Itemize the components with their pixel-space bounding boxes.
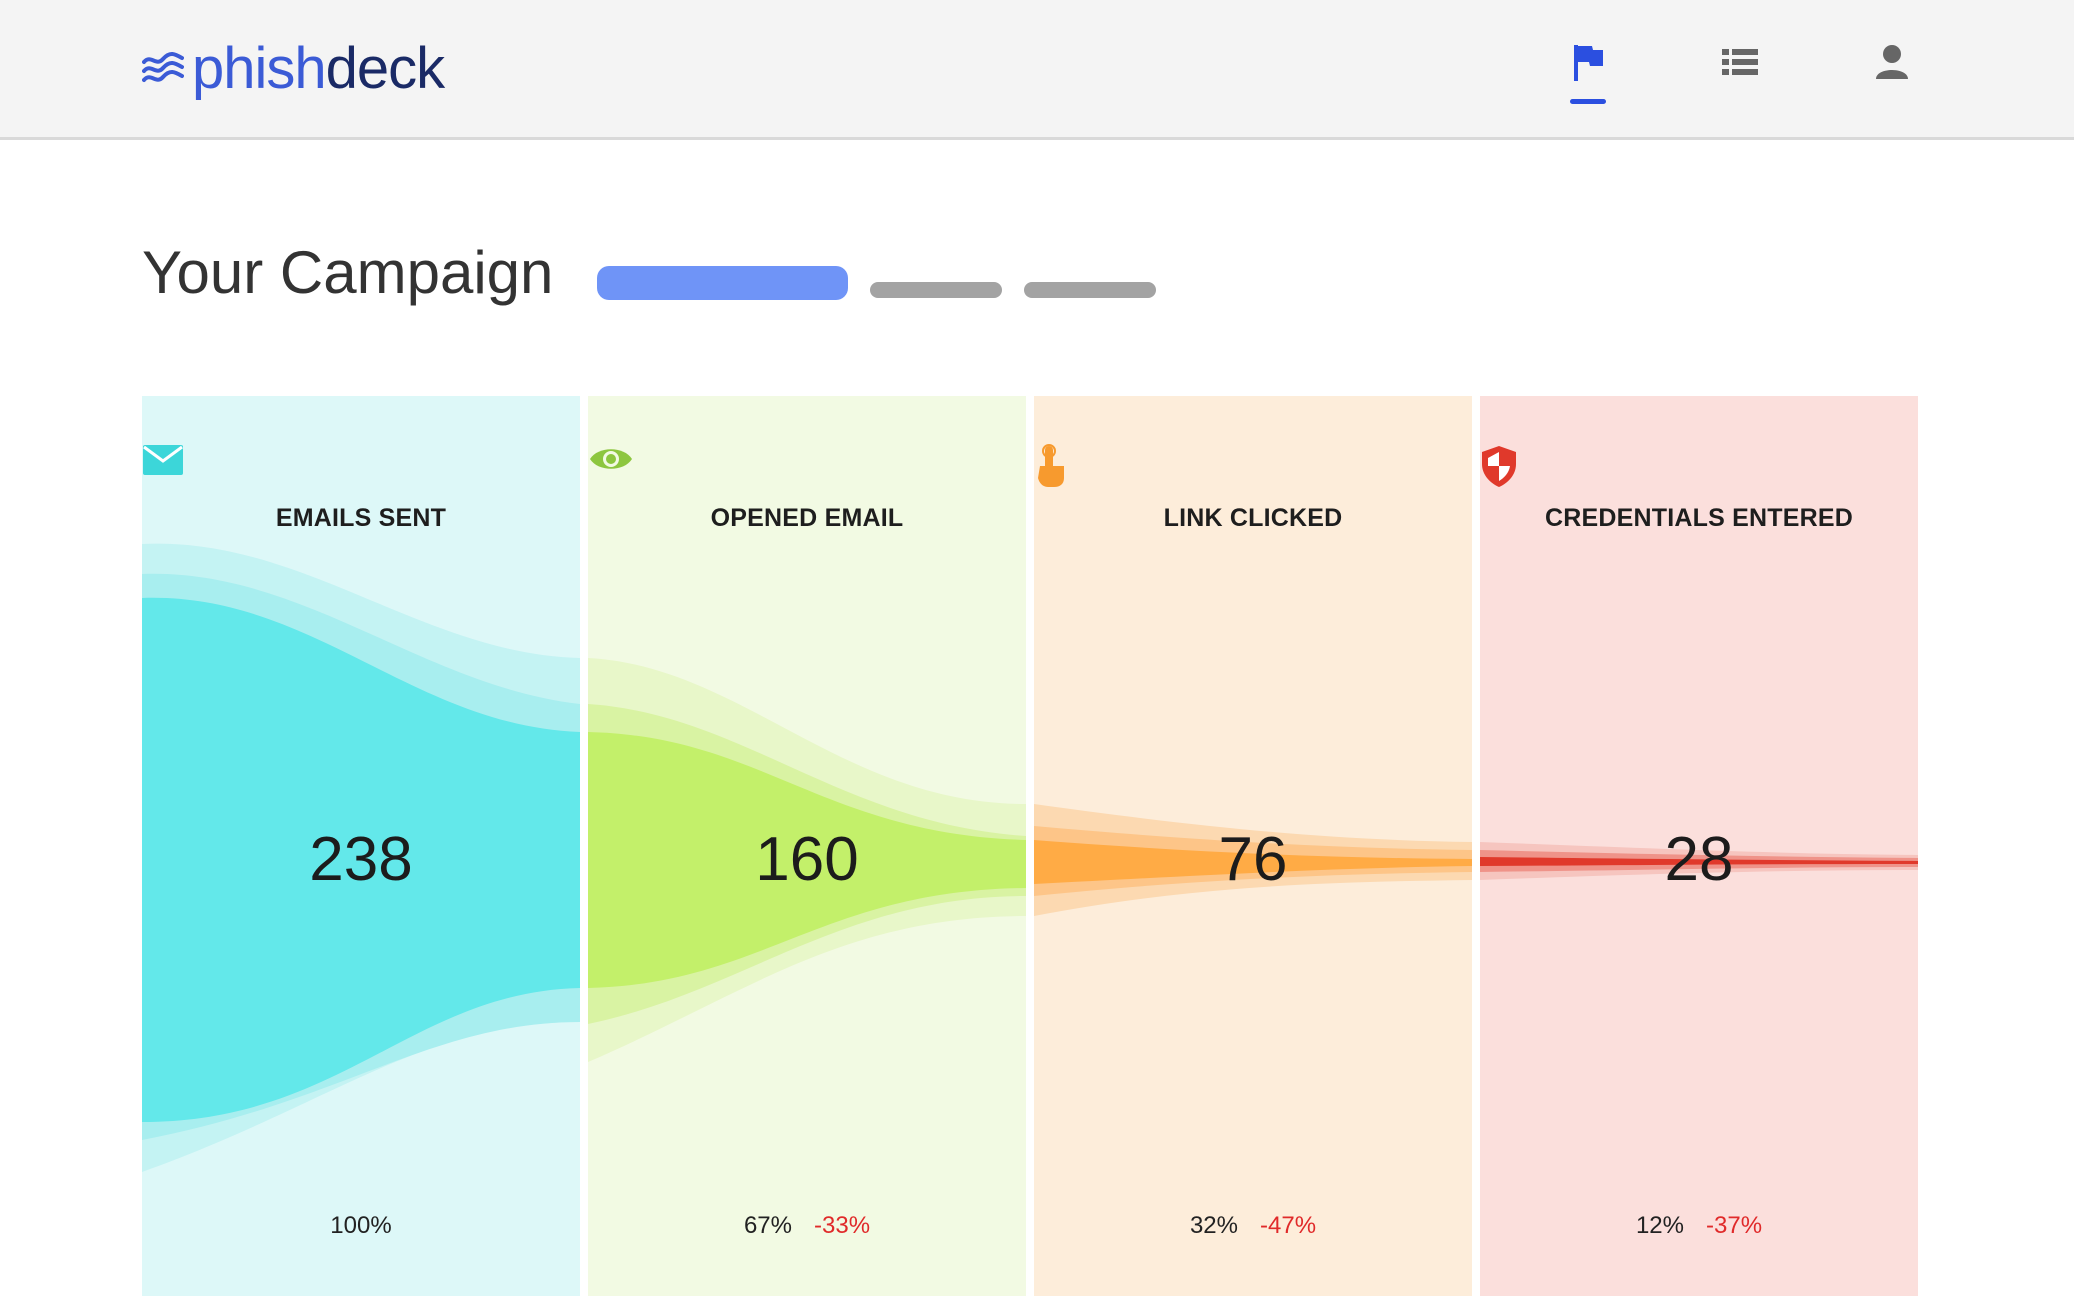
stage-label: OPENED EMAIL: [710, 504, 904, 532]
stage-label: EMAILS SENT: [275, 504, 447, 532]
nav-account-button[interactable]: [1868, 38, 1916, 86]
shield-icon: [1482, 446, 1516, 487]
flow-emails-sent-core: [142, 597, 580, 1122]
nav-list-button[interactable]: [1716, 38, 1764, 86]
flow-credentials-core: [1480, 857, 1918, 866]
campaign-funnel: EMAILS SENT 238 100% OPENED EMAIL 160 67…: [142, 396, 1918, 1296]
stage-percent-row: 67% -33%: [588, 1212, 1026, 1240]
stage-percent-row: 32% -47%: [1034, 1212, 1472, 1240]
step-indicator-2[interactable]: [870, 282, 1002, 298]
stage-percent: 32%: [1189, 1212, 1238, 1239]
stage-emails-sent[interactable]: EMAILS SENT 238 100%: [142, 396, 580, 1296]
stage-count: 76: [1218, 825, 1288, 894]
stage-delta: -33%: [814, 1212, 871, 1239]
funnel-chart: [142, 396, 1918, 1296]
stage-percent-row: 12% -37%: [1480, 1212, 1918, 1240]
stage-opened-email[interactable]: OPENED EMAIL 160 67% -33%: [588, 396, 1026, 1296]
logo-text-part1: phish: [192, 36, 327, 101]
stage-label: LINK CLICKED: [1163, 504, 1343, 532]
flow-link-clicked-core: [1034, 840, 1472, 884]
stage-delta: -37%: [1706, 1212, 1763, 1239]
stage-count: 238: [309, 825, 413, 894]
stage-count: 28: [1664, 825, 1734, 894]
stage-count: 160: [755, 825, 859, 894]
stage-label: CREDENTIALS ENTERED: [1545, 504, 1853, 532]
flag-icon: [1574, 45, 1603, 81]
stage-percent: 67%: [743, 1212, 792, 1239]
stage-percent: 12%: [1635, 1212, 1684, 1239]
stage-link-clicked[interactable]: LINK CLICKED 76 32% -47%: [1034, 396, 1472, 1296]
top-navigation-bar: phishdeck: [0, 0, 2074, 140]
step-indicator-1[interactable]: [597, 266, 848, 300]
eye-icon: [590, 449, 632, 469]
page-title: Your Campaign: [142, 239, 554, 306]
logo-text: phishdeck: [192, 40, 445, 98]
stage-percent: 100%: [330, 1212, 392, 1239]
waves-icon: [142, 52, 184, 82]
stage-percent-row: 100%: [142, 1212, 580, 1240]
envelope-icon: [143, 445, 183, 475]
step-indicator-3[interactable]: [1024, 282, 1156, 298]
logo-text-part2: deck: [325, 36, 446, 101]
list-icon: [1722, 49, 1758, 75]
stage-credentials-entered[interactable]: CREDENTIALS ENTERED 28 12% -37%: [1480, 396, 1918, 1296]
pointer-hand-icon: [1038, 444, 1064, 487]
phishdeck-logo[interactable]: phishdeck: [142, 34, 445, 104]
flow-opened-email-core: [588, 732, 1026, 988]
nav-campaigns-button[interactable]: [1564, 38, 1612, 86]
active-tab-indicator: [1570, 99, 1606, 104]
stage-delta: -47%: [1260, 1212, 1317, 1239]
user-icon: [1876, 45, 1908, 79]
